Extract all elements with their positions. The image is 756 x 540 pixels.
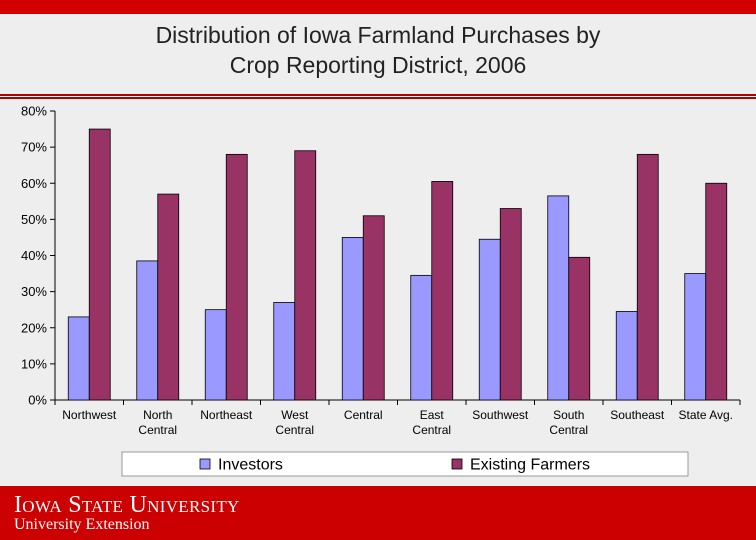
y-tick-label: 50% [21,212,47,227]
x-tick-label: State Avg. [679,408,734,422]
bar-investors [615,311,638,401]
chart-area: 0% 10% 20% 30% 40% 50% 60% 70% 80% Northwest North… [0,99,756,485]
bar-investors [478,238,501,401]
y-tick-label: 30% [21,284,47,299]
bar-existing-farmers [225,153,248,401]
bar-existing-farmers [88,128,111,401]
university-logo-text: Iowa State University [14,492,240,518]
bar-chart: 0% 10% 20% 30% 40% 50% 60% 70% 80% Northwest North… [21,104,741,477]
x-tick-label: Southeast [610,408,665,422]
bar-existing-farmers [157,193,180,401]
x-tick-label: East [420,408,445,422]
chart-title: Distribution of Iowa Farmland Purchases … [0,20,756,80]
legend-swatch [199,458,211,470]
title-divider [0,94,756,96]
bar-existing-farmers [431,181,454,401]
bar-investors [67,316,90,401]
x-tick-label: Central [344,408,383,422]
x-tick-label: South [553,408,584,422]
bar-investors [136,260,159,401]
y-tick-label: 70% [21,140,47,155]
x-tick-label: Northeast [200,408,253,422]
y-tick-label: 10% [21,356,47,371]
extension-text: University Extension [14,516,150,533]
legend-box [121,451,689,477]
bar-investors [547,195,570,401]
bar-existing-farmers [568,256,591,401]
x-tick-label: West [281,408,309,422]
bar-investors [273,302,296,401]
bar-existing-farmers [636,153,659,401]
x-tick-label: Northwest [62,408,117,422]
bar-investors [410,274,433,401]
title-line-1: Distribution of Iowa Farmland Purchases … [155,22,601,48]
bar-existing-farmers [705,182,728,401]
x-tick-label: Southwest [472,408,529,422]
bar-existing-farmers [294,150,317,401]
title-area [0,14,756,94]
top-accent-bar [0,0,756,14]
footer-bar: Iowa State University University Extensi… [0,486,756,540]
bar-investors [204,309,227,401]
x-tick-label: North [143,408,172,422]
bar-investors [341,237,364,401]
bar-investors [684,273,707,401]
y-tick-label: 20% [21,320,47,335]
x-tick-label: Central [549,423,588,437]
y-tick-label: 60% [21,176,47,191]
title-line-2: Crop Reporting District, 2006 [229,52,527,78]
y-tick-label: 40% [21,248,47,263]
x-tick-label: Central [275,423,314,437]
x-tick-label: Central [412,423,451,437]
bar-existing-farmers [362,215,385,401]
legend-label: Existing Farmers [470,457,590,474]
bar-existing-farmers [499,208,522,401]
x-tick-label: Central [138,423,177,437]
legend-swatch [451,458,463,470]
y-tick-label: 0% [28,393,47,408]
title-divider [0,97,756,99]
legend-label: Investors [218,457,283,474]
y-tick-label: 80% [21,104,47,119]
